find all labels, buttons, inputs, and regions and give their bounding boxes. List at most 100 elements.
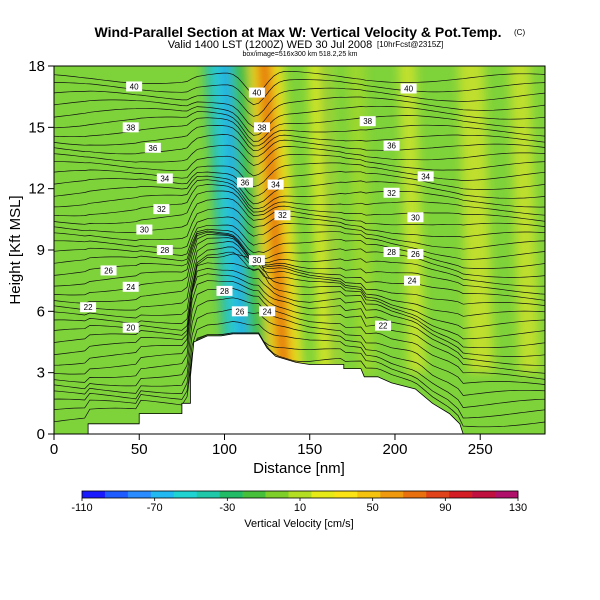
y-tick: 0: [37, 426, 54, 443]
svg-text:34: 34: [271, 181, 280, 190]
contour-label: 36: [236, 177, 253, 188]
theta-contour-line: [54, 332, 545, 428]
x-axis-ticks: 0 50 100 150 200 250: [50, 434, 493, 458]
theta-contour-line: [54, 207, 545, 241]
plot-area: 20 22 24 26 28 30 32 34 36 38 40 26 24 28 30 32 34 36 38 40…: [54, 66, 545, 434]
chart-title-mark: (C): [514, 28, 525, 37]
svg-text:22: 22: [84, 303, 93, 312]
svg-text:26: 26: [235, 307, 244, 316]
velocity-band: [509, 66, 540, 373]
contour-label: 36: [144, 142, 161, 153]
theta-contour-line: [54, 237, 545, 304]
colorbar-swatch: [311, 491, 335, 498]
colorbar-swatch: [403, 491, 427, 498]
theta-contour-line: [54, 162, 545, 188]
contour-label: 28: [383, 247, 400, 258]
svg-text:38: 38: [126, 123, 135, 132]
colorbar-tick-label: 90: [439, 502, 451, 514]
contour-label: 34: [267, 179, 284, 190]
theta-contour-line: [54, 198, 545, 233]
y-tick-label: 6: [37, 303, 45, 320]
svg-text:22: 22: [379, 322, 388, 331]
contour-label: 38: [359, 116, 376, 127]
y-axis-ticks: 0 3 6 9 12 15 18: [28, 58, 54, 443]
contour-label: 24: [404, 275, 421, 286]
svg-text:38: 38: [258, 123, 267, 132]
contour-label: 26: [231, 306, 248, 317]
colorbar-label: Vertical Velocity [cm/s]: [244, 518, 353, 530]
theta-contour-line: [54, 280, 545, 375]
contour-labels: 20 22 24 26 28 30 32 34 36 38 40 26 24 28 30 32 34 36 38 40…: [80, 81, 434, 333]
svg-text:20: 20: [126, 324, 135, 333]
theta-contour-line: [54, 297, 545, 390]
svg-text:30: 30: [411, 213, 420, 222]
y-tick: 12: [28, 181, 54, 198]
colorbar: [81, 490, 519, 499]
colorbar-swatch: [196, 491, 220, 498]
colorbar-swatch: [334, 491, 358, 498]
y-tick-label: 3: [37, 365, 45, 382]
contour-label: 24: [259, 306, 276, 317]
y-axis-label: Height [Kft MSL]: [7, 195, 24, 304]
colorbar-tick: 90: [439, 498, 451, 514]
contour-label: 22: [80, 302, 97, 313]
colorbar-tick: 130: [509, 498, 527, 514]
y-tick: 3: [37, 365, 54, 382]
y-tick: 15: [28, 119, 54, 136]
colorbar-swatch: [472, 491, 496, 498]
colorbar-tick-label: 10: [294, 502, 306, 514]
svg-text:28: 28: [160, 246, 169, 255]
theta-contour-line: [54, 134, 545, 158]
y-tick-label: 9: [37, 242, 45, 259]
svg-text:32: 32: [387, 189, 396, 198]
svg-text:24: 24: [263, 307, 272, 316]
chart-subtitle: Valid 1400 LST (1200Z) WED 30 Jul 2008: [168, 39, 372, 51]
theta-contour-line: [54, 273, 545, 366]
svg-text:34: 34: [421, 172, 430, 181]
colorbar-tick: -70: [147, 498, 163, 514]
theta-contour-line: [54, 228, 545, 269]
contour-label: 28: [216, 285, 233, 296]
contour-label: 40: [248, 87, 265, 98]
colorbar-tick-label: 50: [367, 502, 379, 514]
contour-label: 20: [122, 322, 139, 333]
svg-text:40: 40: [130, 82, 139, 91]
y-tick-label: 0: [37, 426, 45, 443]
theta-contour-line: [54, 321, 545, 408]
colorbar-tick-label: -30: [219, 502, 235, 514]
theta-contour-line: [54, 111, 545, 142]
theta-contour-line: [54, 231, 545, 287]
contour-label: 32: [383, 187, 400, 198]
contour-label: 34: [417, 171, 434, 182]
x-tick-label: 50: [131, 441, 148, 458]
colorbar-swatch: [242, 491, 266, 498]
svg-text:24: 24: [126, 283, 135, 292]
y-tick: 18: [28, 58, 54, 75]
contour-label: 28: [156, 245, 173, 255]
contour-label: 38: [253, 122, 270, 133]
x-tick-label: 250: [468, 441, 493, 458]
y-tick-label: 15: [28, 119, 45, 136]
contour-label: 30: [407, 212, 424, 223]
theta-contour-line: [54, 268, 545, 357]
contour-label: 26: [407, 249, 424, 259]
x-tick-label: 200: [382, 441, 407, 458]
x-tick: 0: [50, 434, 58, 458]
x-axis-label: Distance [nm]: [253, 460, 345, 477]
contour-label: 36: [383, 140, 400, 151]
contour-label: 24: [122, 281, 139, 292]
colorbar-tick-label: 130: [509, 502, 527, 514]
svg-text:28: 28: [220, 287, 229, 296]
contour-label: 30: [136, 224, 153, 235]
theta-contour-line: [54, 171, 545, 197]
theta-contour-line: [54, 179, 545, 210]
colorbar-swatch: [219, 491, 243, 498]
x-tick: 150: [297, 434, 322, 458]
x-tick: 200: [382, 434, 407, 458]
colorbar-ticks: -110 -70 -30 10 50 90 130: [71, 498, 527, 514]
chart-subtitle-right: [10hrFcst@2315Z]: [377, 40, 443, 49]
velocity-band: [347, 66, 375, 373]
contour-label: 32: [274, 210, 291, 221]
colorbar-swatch: [173, 491, 198, 498]
